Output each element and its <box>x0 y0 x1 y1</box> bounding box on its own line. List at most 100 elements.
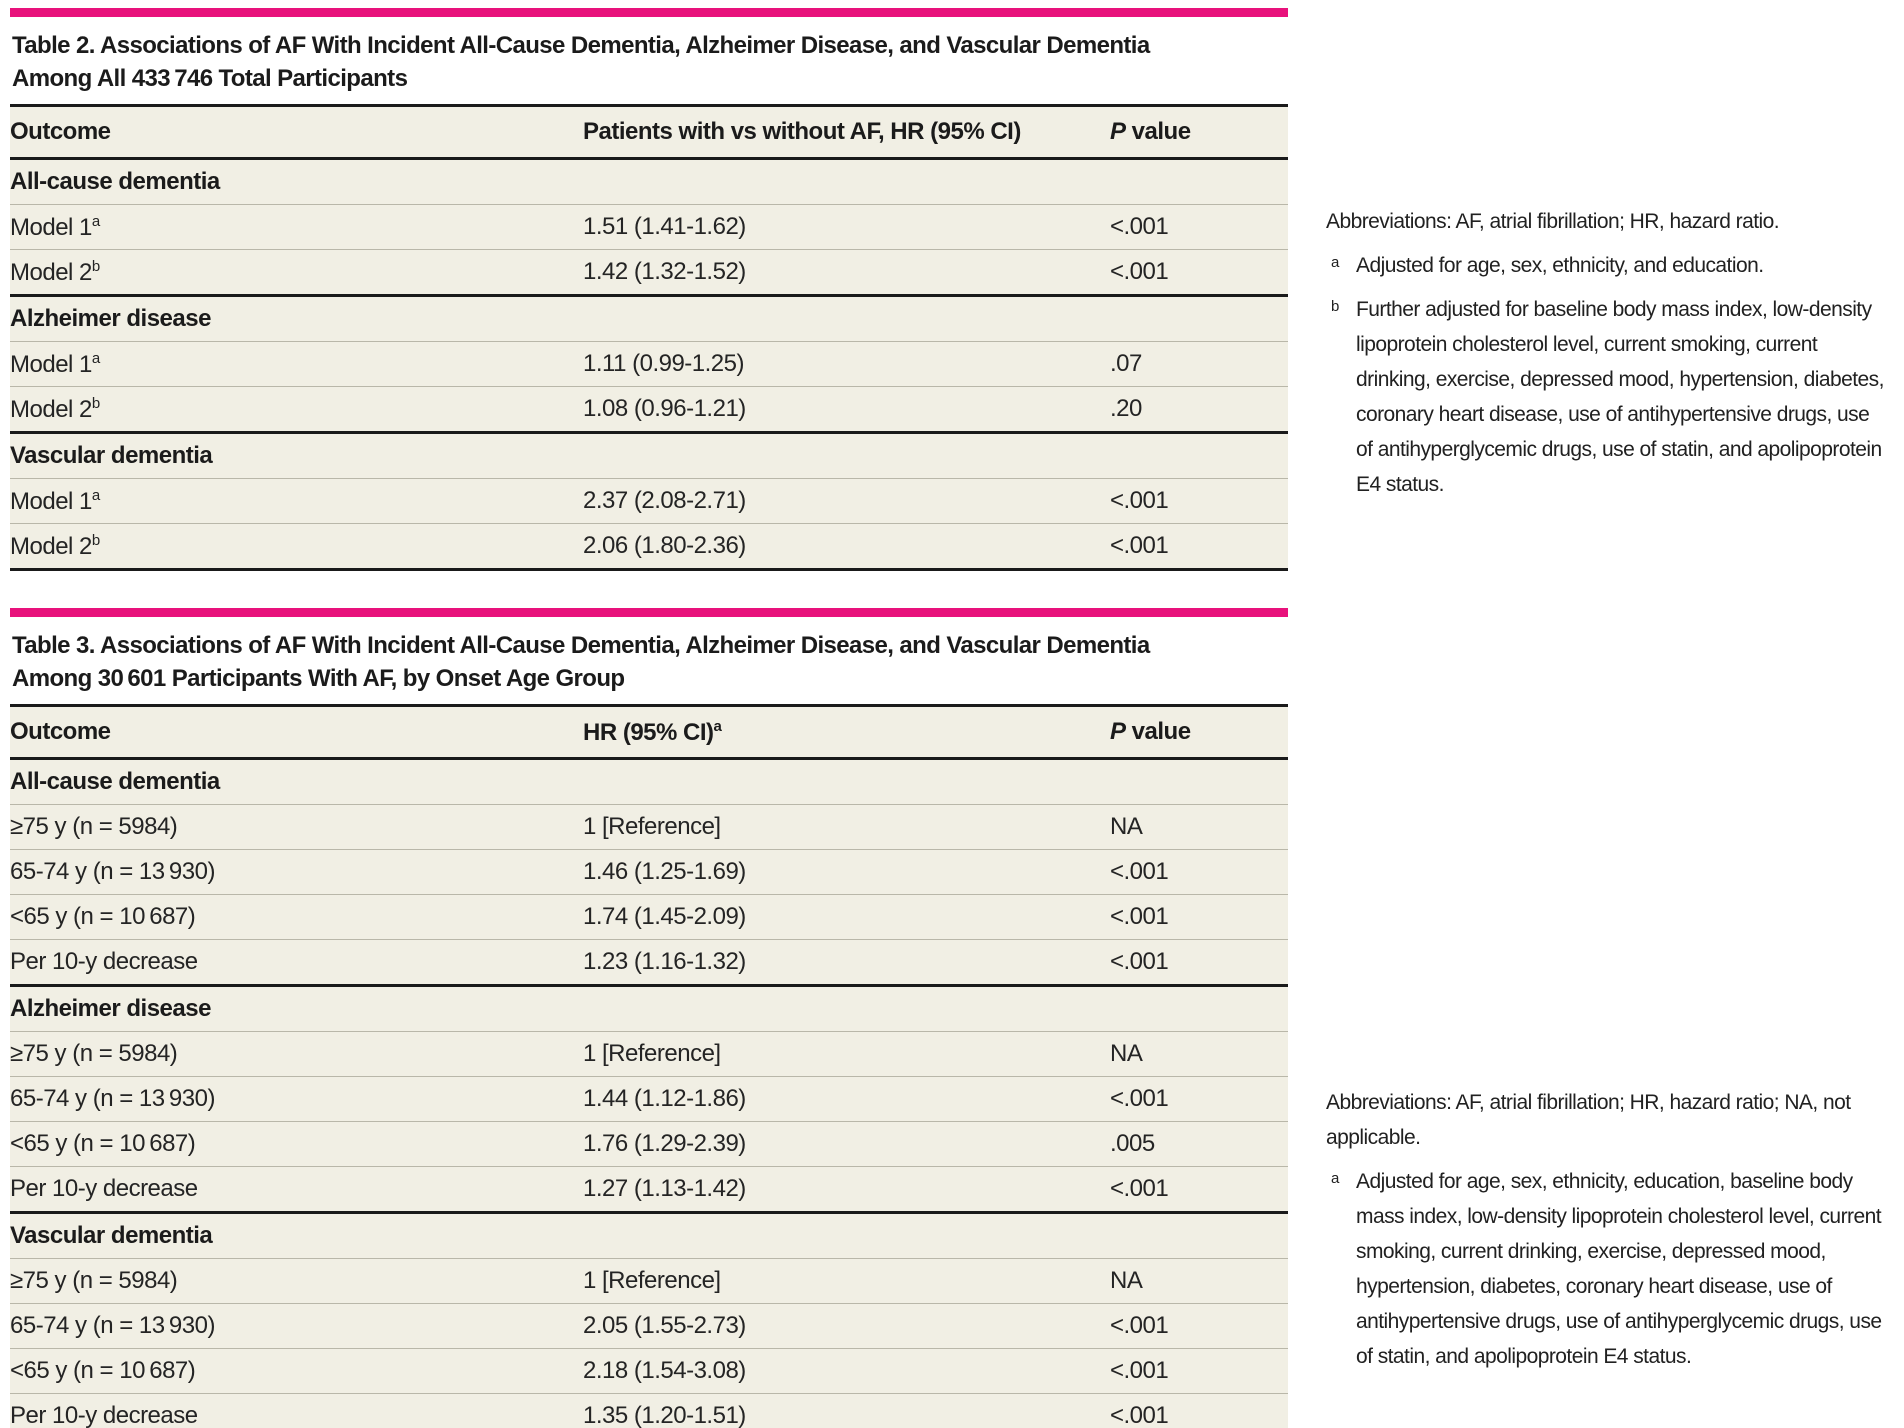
footnote-text: Adjusted for age, sex, ethnicity, and ed… <box>1356 254 1764 277</box>
section-label: All-cause dementia <box>10 168 220 196</box>
table-row: Model 1a 2.37 (2.08-2.71) <.001 <box>10 479 1288 524</box>
section-row: All-cause dementia <box>10 158 1288 205</box>
column-header-2: P value <box>1110 718 1191 746</box>
hr-cell: 1.27 (1.13-1.42) <box>583 1175 746 1203</box>
table-header-row: Outcome Patients with vs without AF, HR (… <box>10 106 1288 159</box>
column-header-footnote-marker: a <box>713 717 722 735</box>
outcome-cell: Model 1a <box>10 212 101 241</box>
footnote-marker: a <box>91 349 101 367</box>
table2-title-line1: Table 2. Associations of AF With Inciden… <box>12 32 1150 59</box>
p-value-cell: <.001 <box>1110 1357 1169 1385</box>
table3: Outcome HR (95% CI)a P value All-cause dem… <box>10 704 1288 1428</box>
footnote-marker: b <box>91 394 101 412</box>
table3-header: Outcome HR (95% CI)a P value <box>10 706 1288 759</box>
table-row: ≥75 y (n = 5984) 1 [Reference] NA <box>10 805 1288 850</box>
p-value-cell: .07 <box>1110 350 1142 378</box>
table3-title: Table 3. Associations of AF With Inciden… <box>12 629 1288 695</box>
footnote-marker: a <box>91 212 101 230</box>
p-value-cell: <.001 <box>1110 948 1169 976</box>
table3-abbreviations: Abbreviations: AF, atrial fibrillation; … <box>1326 1091 1851 1149</box>
section-label: Alzheimer disease <box>10 995 211 1023</box>
outcome-cell: Model 1a <box>10 486 101 515</box>
footnote-item: a Adjusted for age, sex, ethnicity, educa… <box>1326 1164 1886 1374</box>
table-row: ≥75 y (n = 5984) 1 [Reference] NA <box>10 1259 1288 1304</box>
section-row: Alzheimer disease <box>10 295 1288 342</box>
table-row: <65 y (n = 10 687) 1.74 (1.45-2.09) <.001 <box>10 895 1288 940</box>
table3-title-line2: Among 30 601 Participants With AF, by On… <box>12 665 625 692</box>
p-value-cell: <.001 <box>1110 1312 1169 1340</box>
outcome-cell: Model 2b <box>10 257 101 286</box>
p-value-cell: <.001 <box>1110 903 1169 931</box>
column-header-1: Patients with vs without AF, HR (95% CI) <box>583 118 1021 146</box>
hr-cell: 1 [Reference] <box>583 1040 721 1068</box>
p-value-cell: <.001 <box>1110 858 1169 886</box>
table-row: Per 10-y decrease 1.35 (1.20-1.51) <.001 <box>10 1394 1288 1428</box>
footnote-letter: a <box>1331 254 1340 271</box>
outcome-cell: ≥75 y (n = 5984) <box>10 1267 178 1295</box>
outcome-cell: Per 10-y decrease <box>10 1402 198 1428</box>
outcome-cell: ≥75 y (n = 5984) <box>10 1040 178 1068</box>
section-row: All-cause dementia <box>10 758 1288 805</box>
table-row: Model 1a 1.51 (1.41-1.62) <.001 <box>10 205 1288 250</box>
column-header-0: Outcome <box>10 718 111 746</box>
hr-cell: 1.46 (1.25-1.69) <box>583 858 746 886</box>
table-header-row: Outcome HR (95% CI)a P value <box>10 706 1288 759</box>
outcome-cell: 65-74 y (n = 13 930) <box>10 1312 215 1340</box>
p-value-cell: <.001 <box>1110 213 1169 241</box>
column-header-1: HR (95% CI)a <box>583 717 722 746</box>
p-value-cell: <.001 <box>1110 1085 1169 1113</box>
section-label: Vascular dementia <box>10 442 213 470</box>
footnote-text: Adjusted for age, sex, ethnicity, educat… <box>1356 1170 1882 1368</box>
outcome-cell: Per 10-y decrease <box>10 948 198 976</box>
column-header-0: Outcome <box>10 118 111 146</box>
table2-body: All-cause dementia Model 1a 1.51 (1.41-1.6… <box>10 158 1288 570</box>
footnote-letter: a <box>1331 1170 1340 1187</box>
footnote-item: b Further adjusted for baseline body mass… <box>1326 292 1886 502</box>
section-label: Vascular dementia <box>10 1222 213 1250</box>
hr-cell: 1.51 (1.41-1.62) <box>583 213 746 241</box>
hr-cell: 2.18 (1.54-3.08) <box>583 1357 746 1385</box>
section-row: Vascular dementia <box>10 1212 1288 1259</box>
table3-block: Table 3. Associations of AF With Inciden… <box>10 608 1288 1428</box>
table3-title-line1: Table 3. Associations of AF With Inciden… <box>12 632 1150 659</box>
section-row: Vascular dementia <box>10 432 1288 479</box>
hr-cell: 1 [Reference] <box>583 1267 721 1295</box>
p-value-cell: .20 <box>1110 395 1142 423</box>
outcome-cell: <65 y (n = 10 687) <box>10 1130 196 1158</box>
table2-title: Table 2. Associations of AF With Inciden… <box>12 29 1288 95</box>
table-row: ≥75 y (n = 5984) 1 [Reference] NA <box>10 1032 1288 1077</box>
section-label: Alzheimer disease <box>10 305 211 333</box>
outcome-cell: Per 10-y decrease <box>10 1175 198 1203</box>
column-header-2: P value <box>1110 118 1191 146</box>
p-value-cell: <.001 <box>1110 1402 1169 1428</box>
outcome-cell: ≥75 y (n = 5984) <box>10 813 178 841</box>
table3-accent-bar <box>10 608 1288 617</box>
p-value-cell: .005 <box>1110 1130 1155 1158</box>
hr-cell: 2.37 (2.08-2.71) <box>583 487 746 515</box>
section-row: Alzheimer disease <box>10 985 1288 1032</box>
footnote-item: a Adjusted for age, sex, ethnicity, and e… <box>1326 248 1886 283</box>
p-value-cell: <.001 <box>1110 258 1169 286</box>
hr-cell: 1.35 (1.20-1.51) <box>583 1402 746 1428</box>
table-row: 65-74 y (n = 13 930) 1.44 (1.12-1.86) <.00… <box>10 1077 1288 1122</box>
outcome-cell: <65 y (n = 10 687) <box>10 903 196 931</box>
footnote-marker: a <box>91 486 101 504</box>
table-row: Per 10-y decrease 1.27 (1.13-1.42) <.001 <box>10 1167 1288 1213</box>
table-row: Model 1a 1.11 (0.99-1.25) .07 <box>10 342 1288 387</box>
outcome-cell: Model 2b <box>10 531 101 560</box>
p-value-cell: <.001 <box>1110 487 1169 515</box>
table-row: Model 2b 2.06 (1.80-2.36) <.001 <box>10 524 1288 570</box>
p-value-cell: <.001 <box>1110 532 1169 560</box>
outcome-cell: Model 2b <box>10 394 101 423</box>
p-value-cell: NA <box>1110 1040 1143 1068</box>
table2-accent-bar <box>10 8 1288 17</box>
hr-cell: 1.23 (1.16-1.32) <box>583 948 746 976</box>
hr-cell: 1 [Reference] <box>583 813 721 841</box>
hr-cell: 1.76 (1.29-2.39) <box>583 1130 746 1158</box>
hr-cell: 1.74 (1.45-2.09) <box>583 903 746 931</box>
table-row: Model 2b 1.08 (0.96-1.21) .20 <box>10 387 1288 433</box>
outcome-cell: Model 1a <box>10 349 101 378</box>
hr-cell: 2.06 (1.80-2.36) <box>583 532 746 560</box>
p-value-cell: NA <box>1110 1267 1143 1295</box>
